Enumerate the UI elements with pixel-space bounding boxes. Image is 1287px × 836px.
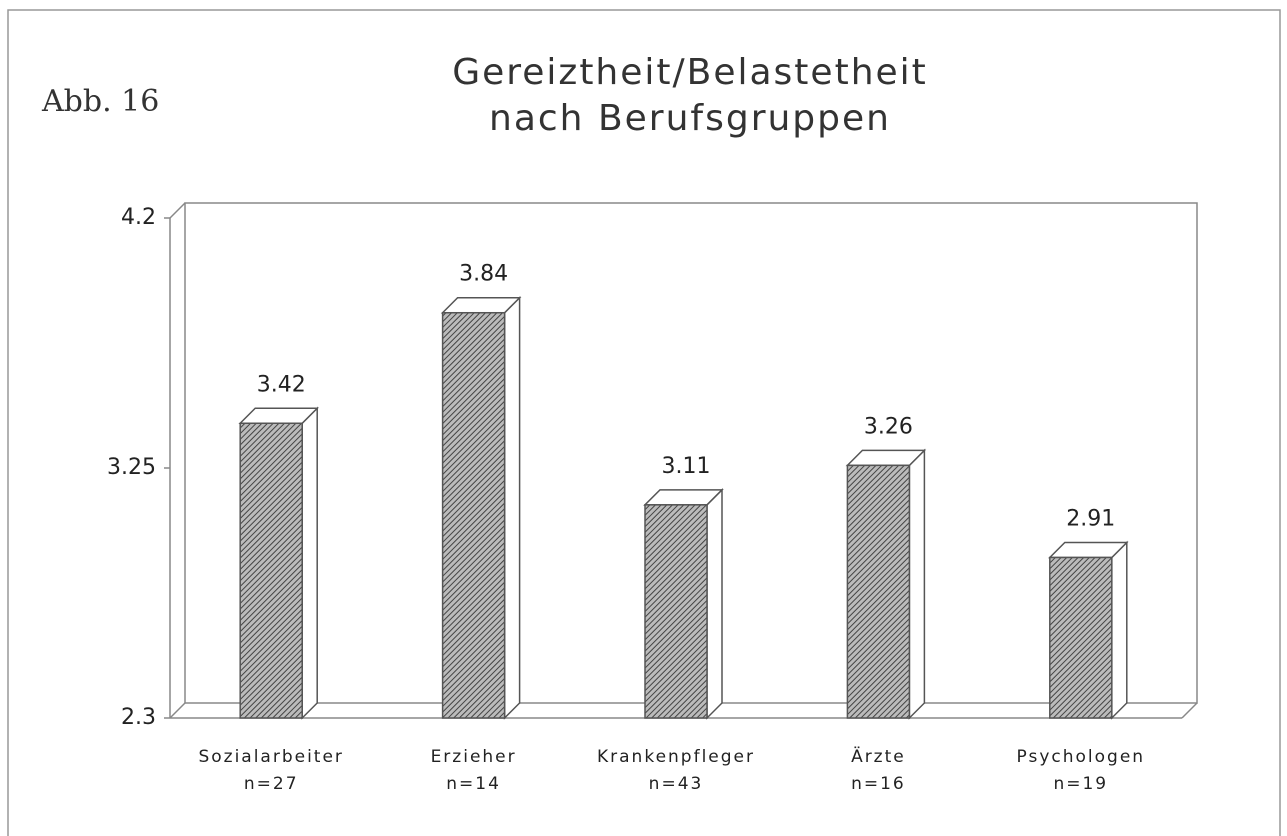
y-tick-label: 4.2 (121, 205, 156, 230)
y-tick-label: 2.3 (121, 705, 156, 730)
x-tick-note: n=43 (649, 774, 704, 794)
figure-label: Abb. 16 (42, 84, 160, 119)
x-tick-label: Psychologen (1017, 747, 1146, 767)
x-tick-label: Krankenpfleger (597, 747, 755, 767)
value-label: 3.11 (662, 454, 711, 479)
bar-side (706, 488, 723, 720)
bar (846, 464, 911, 719)
value-label: 3.84 (459, 262, 508, 287)
bar-side (1111, 540, 1128, 720)
bar-side (301, 406, 318, 720)
bar (239, 422, 303, 719)
bar (644, 504, 708, 719)
chart-title: Gereiztheit/Belastetheit nach Berufsgrup… (452, 52, 928, 139)
outer-frame (7, 9, 1281, 836)
value-label: 2.91 (1066, 506, 1115, 531)
bar-side (503, 295, 521, 720)
bar (1049, 556, 1113, 719)
x-tick-label: Ärzte (851, 746, 906, 767)
x-tick-note: n=14 (446, 774, 501, 794)
x-tick-label: Sozialarbeiter (198, 747, 343, 767)
x-tick-label: Erzieher (431, 747, 517, 767)
x-tick-note: n=16 (851, 774, 906, 794)
value-label: 3.42 (257, 372, 306, 397)
x-tick-note: n=19 (1053, 774, 1108, 794)
value-label: 3.26 (864, 414, 913, 439)
bar (441, 311, 506, 719)
y-tick-label: 3.25 (107, 455, 156, 480)
x-tick-note: n=27 (244, 774, 299, 794)
bar-side (908, 448, 926, 720)
